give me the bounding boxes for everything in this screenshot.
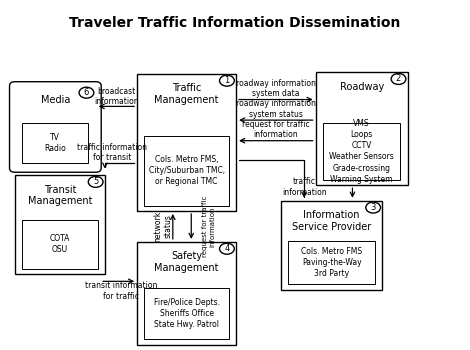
FancyBboxPatch shape <box>323 123 400 180</box>
Text: request for traffic
information: request for traffic information <box>242 120 310 139</box>
FancyBboxPatch shape <box>137 74 236 211</box>
Text: 4: 4 <box>224 244 229 253</box>
Circle shape <box>219 75 235 86</box>
Text: Roadway: Roadway <box>339 82 384 92</box>
Circle shape <box>391 74 406 84</box>
FancyBboxPatch shape <box>137 242 236 345</box>
Text: Transit
Management: Transit Management <box>28 184 92 206</box>
Circle shape <box>219 243 235 254</box>
Text: request for traffic
information: request for traffic information <box>202 196 215 257</box>
Text: VMS
Loops
CCTV
Weather Sensors
Grade-crossing
Warning System: VMS Loops CCTV Weather Sensors Grade-cro… <box>329 119 394 184</box>
FancyBboxPatch shape <box>9 82 101 172</box>
Text: roadway information
system data: roadway information system data <box>236 79 316 98</box>
FancyBboxPatch shape <box>15 175 105 274</box>
Text: 6: 6 <box>84 88 89 97</box>
Text: Traffic
Management: Traffic Management <box>154 83 219 105</box>
Text: 5: 5 <box>93 177 98 186</box>
FancyBboxPatch shape <box>144 288 229 339</box>
FancyBboxPatch shape <box>281 201 383 290</box>
Text: TV
Radio: TV Radio <box>45 133 66 153</box>
FancyBboxPatch shape <box>316 72 408 185</box>
Text: 3: 3 <box>370 203 376 212</box>
Text: Information
Service Provider: Information Service Provider <box>292 210 371 232</box>
Text: traffic
information: traffic information <box>282 177 326 197</box>
FancyBboxPatch shape <box>144 135 229 205</box>
Text: network
status: network status <box>153 211 172 242</box>
Text: Cols. Metro FMS
Paving-the-Way
3rd Party: Cols. Metro FMS Paving-the-Way 3rd Party <box>301 247 362 278</box>
FancyBboxPatch shape <box>23 123 88 163</box>
FancyBboxPatch shape <box>23 220 97 269</box>
Text: transit information
for traffic: transit information for traffic <box>85 281 157 301</box>
Text: 2: 2 <box>396 75 401 83</box>
Circle shape <box>366 202 381 213</box>
Circle shape <box>79 87 94 98</box>
Circle shape <box>88 176 103 187</box>
Text: COTA
OSU: COTA OSU <box>50 234 70 254</box>
Text: Cols. Metro FMS,
City/Suburban TMC,
or Regional TMC: Cols. Metro FMS, City/Suburban TMC, or R… <box>149 155 225 186</box>
Text: broadcast
information: broadcast information <box>94 87 139 106</box>
Text: Fire/Police Depts.
Sheriffs Office
State Hwy. Patrol: Fire/Police Depts. Sheriffs Office State… <box>154 298 219 329</box>
Text: Media: Media <box>41 96 70 105</box>
Text: traffic information
for transit: traffic information for transit <box>77 143 147 162</box>
Text: 1: 1 <box>224 76 229 85</box>
Text: Safety
Management: Safety Management <box>154 252 219 273</box>
Text: roadway information
system status: roadway information system status <box>236 99 316 119</box>
FancyBboxPatch shape <box>289 241 375 285</box>
Text: Traveler Traffic Information Dissemination: Traveler Traffic Information Disseminati… <box>69 15 401 29</box>
